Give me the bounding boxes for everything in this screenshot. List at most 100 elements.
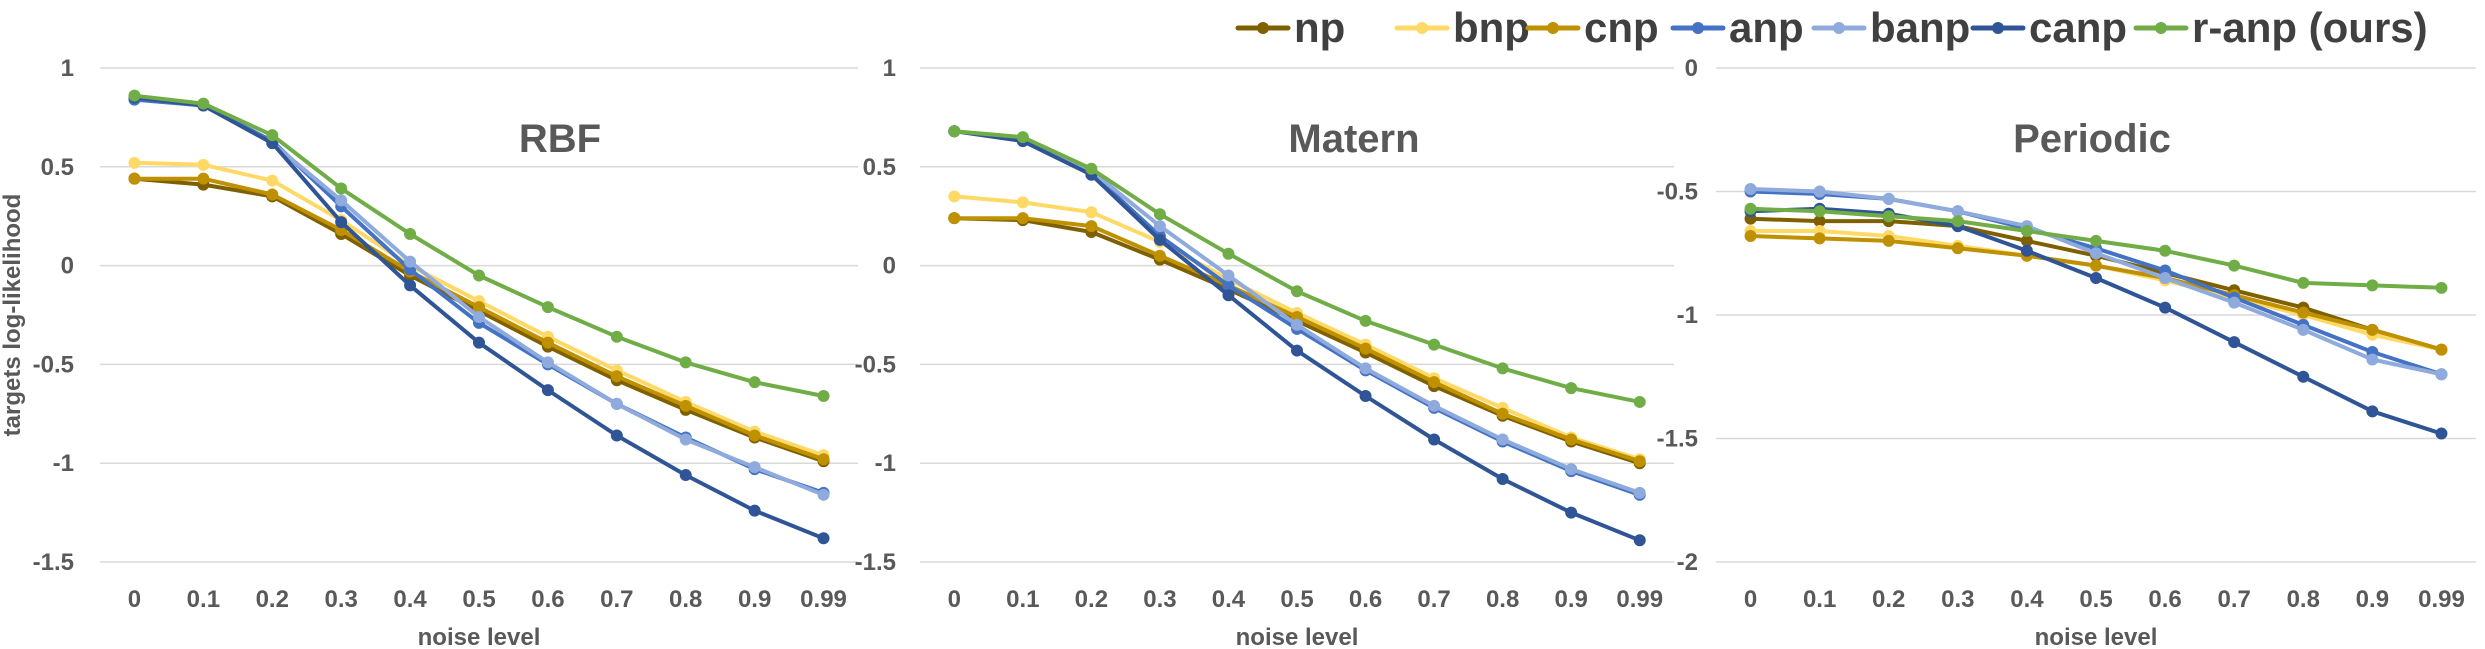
- data-point-cnp: [1565, 433, 1578, 446]
- data-point-banp: [335, 194, 348, 207]
- data-point-r-anp-ours: [817, 390, 830, 403]
- data-point-canp: [335, 216, 348, 229]
- legend-label-np: np: [1294, 4, 1345, 51]
- data-point-np: [2020, 234, 2033, 247]
- data-point-cnp: [748, 429, 761, 442]
- data-point-r-anp-ours: [473, 269, 485, 282]
- data-point-canp: [2228, 336, 2241, 349]
- chart-title: RBF: [519, 117, 601, 161]
- legend: np bnp cnp anp banp canp r-anp (ours): [1235, 4, 2428, 51]
- data-point-canp: [610, 429, 623, 442]
- chart-panel-periodic: 0 -0.5 -1 -1.5 -2 0 0.1 0.2 0.3 0.4 0.5 0.6 0.7 0.8 0.…: [1657, 55, 2476, 649]
- data-point-r-anp-ours: [679, 356, 692, 369]
- data-point-r-anp-ours: [2297, 276, 2310, 289]
- legend-swatch-marker-cnp: [1547, 22, 1559, 34]
- chart-title: Matern: [1288, 117, 1419, 161]
- x-tick-label: 0.4: [1212, 586, 1246, 613]
- data-point-r-anp-ours: [1813, 205, 1826, 218]
- data-point-r-anp-ours: [1016, 131, 1029, 144]
- series-line-r-anp-ours: [132, 93, 826, 398]
- data-point-r-anp-ours: [1882, 210, 1895, 223]
- y-axis-label: targets log-likelihood: [0, 194, 26, 437]
- data-point-canp: [2020, 244, 2033, 257]
- data-point-banp: [2228, 296, 2241, 309]
- data-point-banp: [748, 461, 761, 474]
- y-tick-label: -1: [875, 450, 896, 477]
- data-point-banp: [541, 356, 554, 369]
- data-point-banp: [1882, 192, 1895, 205]
- data-point-canp: [2297, 370, 2310, 383]
- data-point-canp: [817, 532, 830, 545]
- y-tick-label: 1: [883, 55, 896, 82]
- data-point-cnp: [2435, 343, 2448, 356]
- data-point-canp: [541, 384, 554, 397]
- data-point-bnp: [1085, 206, 1098, 219]
- series-line-canp: [952, 129, 1642, 543]
- chart-panel-rbf: 1 0.5 0 -0.5 -1 -1.5 0 0.1 0.2 0.3 0.4 0.5 0.6 0.7 0.8…: [0, 55, 858, 649]
- data-point-cnp: [1951, 242, 1964, 255]
- y-tick-label: -1.5: [855, 549, 896, 576]
- data-point-r-anp-ours: [1428, 338, 1441, 351]
- data-point-r-anp-ours: [2020, 225, 2033, 238]
- y-tick-label: 0: [61, 253, 74, 280]
- data-point-banp: [1813, 185, 1826, 198]
- y-tick-label: -0.5: [855, 351, 896, 378]
- data-point-banp: [1633, 486, 1646, 499]
- data-point-bnp: [128, 156, 141, 169]
- data-point-banp: [2090, 247, 2102, 260]
- data-point-r-anp-ours: [128, 89, 141, 102]
- x-tick-label: 0.9: [2356, 586, 2389, 613]
- y-tick-label: -1.5: [1657, 426, 1698, 453]
- x-tick-label: 0.5: [462, 586, 495, 613]
- data-point-r-anp-ours: [1359, 314, 1372, 327]
- chart-panel-matern: 1 0.5 0 -0.5 -1 -1.5 0 0.1 0.2 0.3 0.4 0.5 0.6 0.7 0.8…: [855, 55, 1674, 649]
- data-point-r-anp-ours: [404, 227, 417, 240]
- data-point-bnp: [197, 158, 210, 171]
- data-point-banp: [817, 488, 830, 501]
- x-tick-label: 0.5: [1280, 586, 1313, 613]
- x-tick-label: 0.3: [324, 586, 357, 613]
- data-point-canp: [1359, 390, 1372, 403]
- data-point-cnp: [679, 399, 692, 412]
- data-point-r-anp-ours: [197, 97, 210, 110]
- x-tick-label: 0.2: [1872, 586, 1905, 613]
- data-point-r-anp-ours: [748, 376, 761, 389]
- data-point-canp: [1633, 534, 1646, 547]
- x-tick-label: 0.8: [2287, 586, 2320, 613]
- data-point-r-anp-ours: [266, 129, 279, 142]
- x-tick-label: 0.2: [256, 586, 289, 613]
- data-point-canp: [1428, 433, 1441, 446]
- data-point-cnp: [2090, 259, 2102, 272]
- data-point-r-anp-ours: [2435, 281, 2448, 294]
- data-point-cnp: [541, 336, 554, 349]
- x-tick-label: 0.3: [1143, 586, 1176, 613]
- y-tick-label: 1: [61, 55, 74, 82]
- y-tick-label: 0.5: [863, 154, 896, 181]
- legend-swatch-marker-np: [1257, 22, 1269, 34]
- data-point-cnp: [1744, 229, 1757, 242]
- legend-swatch-marker-bnp: [1416, 22, 1428, 34]
- data-point-banp: [679, 433, 692, 446]
- data-point-cnp: [197, 172, 210, 185]
- data-point-canp: [679, 469, 692, 482]
- x-tick-label: 0: [1744, 586, 1757, 613]
- y-tick-label: -1: [1677, 302, 1698, 329]
- data-point-bnp: [1016, 196, 1029, 209]
- legend-swatch-marker-canp: [1992, 22, 2004, 34]
- x-tick-label: 0.6: [531, 586, 564, 613]
- y-tick-label: -0.5: [33, 351, 74, 378]
- data-point-canp: [473, 336, 485, 349]
- legend-label-anp: anp: [1729, 4, 1804, 51]
- data-point-banp: [1565, 463, 1578, 476]
- data-point-cnp: [1882, 234, 1895, 247]
- data-point-cnp: [1428, 376, 1441, 389]
- legend-label-cnp: cnp: [1584, 4, 1659, 51]
- data-point-bnp: [266, 174, 279, 187]
- data-point-r-anp-ours: [1951, 215, 1964, 228]
- x-tick-label: 0.9: [1554, 586, 1587, 613]
- legend-label-canp: canp: [2029, 4, 2127, 51]
- data-point-canp: [2435, 427, 2448, 440]
- data-point-canp: [2090, 271, 2102, 284]
- data-point-cnp: [266, 188, 279, 201]
- data-point-r-anp-ours: [1291, 285, 1303, 298]
